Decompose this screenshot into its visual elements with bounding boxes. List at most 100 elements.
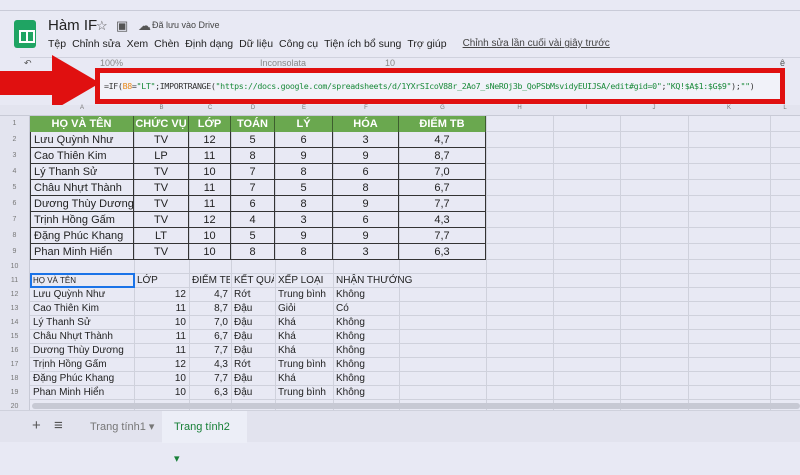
- table2-cell[interactable]: Không: [336, 317, 365, 328]
- table1-cell[interactable]: TV: [134, 164, 189, 180]
- table2-cell[interactable]: 6,7: [214, 331, 228, 342]
- table1-cell[interactable]: 11: [189, 148, 231, 164]
- table1-header-cell[interactable]: HỌ VÀ TÊN: [30, 116, 134, 132]
- table1-cell[interactable]: 9: [333, 228, 399, 244]
- table1-cell[interactable]: 3: [275, 212, 333, 228]
- table2-cell[interactable]: Trịnh Hồng Gấm: [33, 359, 107, 370]
- table1-cell[interactable]: 8,7: [399, 148, 486, 164]
- table1-cell[interactable]: 6,3: [399, 244, 486, 260]
- table2-cell[interactable]: 4,3: [214, 359, 228, 370]
- table1-cell[interactable]: Lưu Quỳnh Như: [30, 132, 134, 148]
- table1-cell[interactable]: 8: [275, 196, 333, 212]
- column-header[interactable]: L: [783, 105, 787, 111]
- row-header[interactable]: 5: [0, 180, 30, 196]
- table2-cell[interactable]: Rớt: [234, 289, 251, 300]
- move-folder-icon[interactable]: ▣: [116, 18, 129, 33]
- table2-cell[interactable]: Không: [336, 345, 365, 356]
- column-header[interactable]: J: [652, 105, 656, 111]
- row-header[interactable]: 8: [0, 228, 30, 244]
- row-header[interactable]: 18: [0, 372, 30, 386]
- table2-cell[interactable]: 10: [174, 317, 186, 328]
- table1-cell[interactable]: 6,7: [399, 180, 486, 196]
- table2-cell[interactable]: Khá: [278, 373, 296, 384]
- table1-cell[interactable]: 3: [333, 132, 399, 148]
- row-header[interactable]: 12: [0, 288, 30, 302]
- table1-cell[interactable]: 12: [189, 132, 231, 148]
- table2-cell[interactable]: 7,7: [214, 373, 228, 384]
- table2-cell[interactable]: Trung bình: [278, 289, 326, 300]
- table2-cell[interactable]: Lưu Quỳnh Như: [33, 289, 106, 300]
- sheets-logo-icon[interactable]: [14, 20, 36, 48]
- table2-cell[interactable]: Đậu: [234, 387, 253, 398]
- table1-cell[interactable]: TV: [134, 132, 189, 148]
- column-header[interactable]: G: [440, 105, 445, 111]
- table2-cell[interactable]: Đặng Phúc Khang: [33, 373, 115, 384]
- column-header[interactable]: E: [301, 105, 306, 111]
- table1-cell[interactable]: 3: [333, 244, 399, 260]
- table1-cell[interactable]: 10: [189, 244, 231, 260]
- table2-cell[interactable]: 11: [175, 303, 186, 314]
- table1-cell[interactable]: 5: [231, 132, 275, 148]
- table2-cell[interactable]: Châu Nhựt Thành: [33, 331, 113, 342]
- table1-cell[interactable]: TV: [134, 244, 189, 260]
- table2-header-cell[interactable]: HỌ VÀ TÊN: [33, 276, 76, 285]
- table2-header-cell[interactable]: LỚP: [137, 275, 158, 286]
- table2-cell[interactable]: Phan Minh Hiển: [33, 387, 105, 398]
- table1-cell[interactable]: 7,7: [399, 196, 486, 212]
- table1-cell[interactable]: LP: [134, 148, 189, 164]
- table2-cell[interactable]: Đậu: [234, 345, 253, 356]
- horizontal-scrollbar[interactable]: [32, 403, 800, 409]
- table2-cell[interactable]: Cao Thiên Kim: [33, 303, 99, 314]
- formula-bar[interactable]: =IF(B8="LT";IMPORTRANGE("https://docs.go…: [95, 68, 785, 104]
- zoom-select[interactable]: 100%: [100, 58, 124, 68]
- table2-cell[interactable]: 12: [174, 289, 186, 300]
- row-header[interactable]: 10: [0, 260, 30, 274]
- table2-cell[interactable]: Rớt: [234, 359, 251, 370]
- table2-cell[interactable]: Dương Thùy Dương: [33, 345, 124, 356]
- tab-trang-tinh1[interactable]: Trang tính1 ▾: [90, 421, 155, 433]
- input-tools-icon[interactable]: ê: [780, 58, 786, 68]
- row-header[interactable]: 3: [0, 148, 30, 164]
- table1-cell[interactable]: 5: [275, 180, 333, 196]
- table1-cell[interactable]: 6: [231, 196, 275, 212]
- table1-cell[interactable]: 8: [275, 244, 333, 260]
- column-header[interactable]: B: [159, 105, 164, 111]
- table1-cell[interactable]: TV: [134, 212, 189, 228]
- table2-cell[interactable]: 4,7: [214, 289, 228, 300]
- table1-cell[interactable]: 9: [275, 148, 333, 164]
- table1-cell[interactable]: 9: [275, 228, 333, 244]
- table1-cell[interactable]: 8: [231, 148, 275, 164]
- table2-header-cell[interactable]: KẾT QUẢ: [234, 275, 274, 286]
- table1-cell[interactable]: Trịnh Hồng Gấm: [30, 212, 134, 228]
- table2-cell[interactable]: Trung bình: [278, 359, 326, 370]
- tab-trang-tinh2[interactable]: Trang tính2 ▾: [162, 411, 247, 465]
- table1-cell[interactable]: 6: [333, 212, 399, 228]
- column-header[interactable]: K: [726, 105, 731, 111]
- column-header[interactable]: H: [517, 105, 522, 111]
- table1-cell[interactable]: 10: [189, 164, 231, 180]
- table2-cell[interactable]: Có: [336, 303, 349, 314]
- table1-cell[interactable]: 9: [333, 196, 399, 212]
- table1-cell[interactable]: 7,7: [399, 228, 486, 244]
- all-sheets-button[interactable]: ≡: [54, 417, 63, 434]
- table1-cell[interactable]: TV: [134, 180, 189, 196]
- table1-cell[interactable]: 8: [333, 180, 399, 196]
- column-header[interactable]: A: [79, 105, 84, 111]
- table2-header-cell[interactable]: ĐIỂM TB: [192, 275, 230, 286]
- table1-cell[interactable]: 8: [275, 164, 333, 180]
- table1-cell[interactable]: 9: [333, 148, 399, 164]
- table1-header-cell[interactable]: ĐIỂM TB: [399, 116, 486, 132]
- table1-header-cell[interactable]: HÓA: [333, 116, 399, 132]
- table2-cell[interactable]: 6,3: [214, 387, 228, 398]
- table2-cell[interactable]: 12: [174, 359, 186, 370]
- table1-header-cell[interactable]: LÝ: [275, 116, 333, 132]
- table2-cell[interactable]: 11: [175, 331, 186, 342]
- row-header[interactable]: 2: [0, 132, 30, 148]
- formula-text[interactable]: =IF(B8="LT";IMPORTRANGE("https://docs.go…: [104, 81, 755, 91]
- row-header[interactable]: 17: [0, 358, 30, 372]
- table2-cell[interactable]: 10: [174, 387, 186, 398]
- row-header[interactable]: 7: [0, 212, 30, 228]
- row-header[interactable]: 14: [0, 316, 30, 330]
- row-header[interactable]: 16: [0, 344, 30, 358]
- table1-cell[interactable]: 10: [189, 228, 231, 244]
